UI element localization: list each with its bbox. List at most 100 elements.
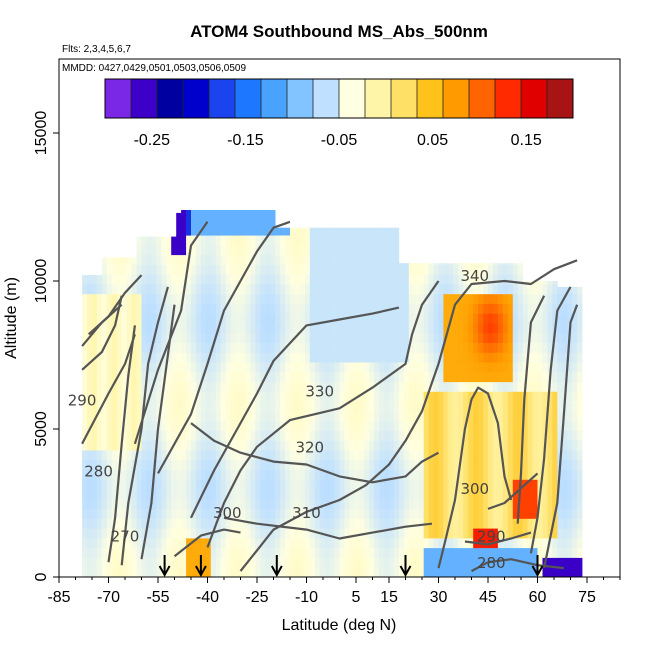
heatmap-cell [294, 342, 301, 353]
heatmap-cell [374, 410, 380, 422]
heatmap-cell [403, 264, 410, 275]
heatmap-cell [393, 313, 400, 324]
heatmap-cell [136, 381, 142, 392]
heatmap-cell [384, 567, 390, 578]
heatmap-cell [106, 274, 113, 285]
heatmap-cell [92, 489, 98, 500]
heatmap-cell [250, 508, 256, 519]
heatmap-cell [141, 567, 147, 578]
heatmap-cell [220, 332, 227, 343]
heatmap-cell [359, 401, 365, 412]
heatmap-cell [324, 508, 330, 519]
heatmap-cell [225, 528, 232, 539]
heatmap-cell [502, 459, 509, 470]
heatmap-cell [181, 489, 187, 500]
heatmap-cell [176, 557, 182, 568]
heatmap-cell [225, 313, 232, 324]
heatmap-cell [497, 528, 504, 539]
heatmap-cell [473, 323, 479, 334]
heatmap-cell [195, 313, 202, 324]
heatmap-cell [314, 274, 321, 285]
heatmap-cell [205, 264, 212, 275]
heatmap-cell [304, 293, 311, 304]
heatmap-cell [413, 342, 420, 353]
heatmap-cell [364, 391, 370, 402]
heatmap-cell [171, 508, 177, 519]
heatmap-cell [329, 557, 335, 568]
heatmap-cell [220, 235, 227, 246]
heatmap-cell [235, 459, 241, 470]
heatmap-cell [483, 362, 489, 373]
heatmap-cell [413, 440, 420, 451]
heatmap-cell [304, 264, 311, 275]
heatmap-cell [453, 274, 459, 285]
heatmap-cell [572, 342, 578, 353]
heatmap-cell [215, 479, 222, 490]
heatmap-cell [413, 479, 420, 490]
heatmap-cell [384, 547, 390, 558]
heatmap-cell [468, 430, 474, 441]
heatmap-cell [453, 469, 459, 480]
heatmap-cell [87, 557, 93, 568]
heatmap-cell [542, 518, 548, 529]
heatmap-cell [324, 371, 330, 383]
heatmap-cell [151, 410, 157, 422]
heatmap-cell [141, 284, 147, 295]
heatmap-cell [181, 235, 187, 246]
heatmap-cell [171, 332, 177, 343]
heatmap-cell [136, 371, 142, 383]
heatmap-cell [537, 537, 543, 549]
heatmap-cell [463, 528, 469, 539]
heatmap-cell [314, 362, 321, 373]
heatmap-cell [507, 263, 514, 265]
heatmap-cell [126, 264, 133, 275]
heatmap-cell [151, 274, 157, 285]
heatmap-cell [572, 459, 578, 470]
heatmap-cell [448, 430, 454, 441]
heatmap-cell [354, 244, 360, 256]
heatmap-cell [468, 342, 474, 353]
heatmap-cell [552, 342, 558, 353]
heatmap-cell [220, 215, 227, 226]
heatmap-cell [285, 420, 291, 431]
heatmap-cell [448, 391, 454, 402]
heatmap-cell [299, 235, 306, 246]
heatmap-cell [240, 254, 246, 265]
heatmap-cell [181, 210, 187, 216]
heatmap-cell [126, 420, 133, 431]
heatmap-cell [483, 263, 489, 265]
heatmap-cell [374, 401, 380, 412]
heatmap-cell [537, 381, 543, 392]
heatmap-cell [393, 440, 400, 451]
heatmap-cell [210, 381, 217, 392]
heatmap-cell [121, 430, 128, 441]
heatmap-cell [408, 489, 415, 500]
heatmap-cell [324, 557, 330, 568]
heatmap-cell [329, 498, 335, 510]
heatmap-cell [512, 410, 519, 422]
heatmap-cell [166, 391, 172, 402]
heatmap-cell [448, 459, 454, 470]
heatmap-cell [453, 459, 459, 470]
heatmap-cell [478, 508, 484, 519]
heatmap-cell [418, 410, 424, 422]
heatmap-cell [270, 489, 276, 500]
heatmap-cell [235, 528, 241, 539]
heatmap-cell [483, 293, 489, 304]
heatmap-cell [191, 342, 197, 353]
heatmap-cell [403, 440, 410, 451]
heatmap-cell [389, 244, 395, 256]
heatmap-cell [156, 236, 162, 246]
heatmap-cell [304, 254, 311, 265]
heatmap-cell [473, 342, 479, 353]
heatmap-cell [280, 381, 286, 392]
heatmap-cell [215, 362, 222, 373]
contour-line [487, 472, 539, 510]
contour-label: 280 [477, 554, 506, 572]
heatmap-cell [384, 489, 390, 500]
heatmap-cell [339, 303, 345, 314]
heatmap-cell [87, 440, 93, 451]
heatmap-cell [512, 528, 519, 539]
heatmap-cell [141, 244, 147, 256]
heatmap-cell [398, 410, 405, 422]
